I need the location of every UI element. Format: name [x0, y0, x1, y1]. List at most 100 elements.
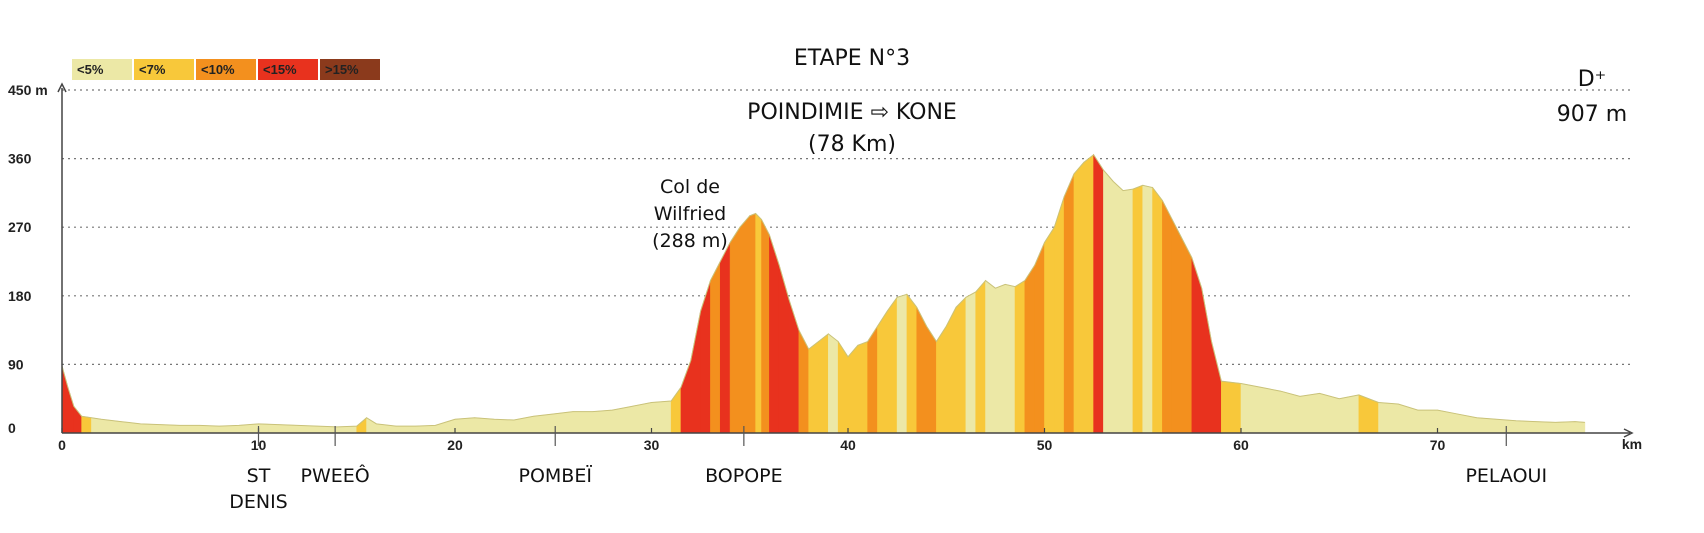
- y-tick-labels: 0 90 180 270 360 450 m: [8, 82, 48, 436]
- profile-segment-60: [906, 293, 918, 434]
- profile-segment-108: [1535, 421, 1556, 434]
- y-tick-label: 360: [8, 151, 32, 167]
- profile-segment-26: [493, 418, 515, 434]
- profile-outline: [61, 154, 1585, 428]
- profile-segment-107: [1515, 420, 1537, 434]
- x-tick-label: 60: [1233, 437, 1249, 453]
- profile-segment-7: [140, 423, 161, 434]
- x-tick-label: 0: [58, 437, 66, 453]
- profile-segment-3: [81, 415, 92, 434]
- profile-segment-72: [1024, 264, 1035, 434]
- profile-segment-70: [1004, 283, 1016, 434]
- y-tick-label: 180: [8, 288, 32, 304]
- chart-subtitle-distance: (78 Km): [808, 132, 896, 157]
- profile-segment-82: [1122, 188, 1134, 434]
- profile-segment-98: [1338, 394, 1360, 434]
- profile-segment-52: [828, 333, 839, 434]
- legend-swatch: [134, 59, 194, 80]
- profile-segment-96: [1299, 393, 1320, 434]
- chart-subtitle-route: POINDIMIE ⇨ KONE: [747, 100, 957, 125]
- legend-swatch: [72, 59, 132, 80]
- legend-label: <7%: [139, 62, 166, 77]
- profile-segment-79: [1093, 153, 1104, 434]
- place-label: POMBEÏ: [518, 464, 592, 487]
- profile-segment-94: [1260, 386, 1281, 434]
- profile-segment-62: [926, 325, 937, 434]
- profile-segment-37: [690, 310, 701, 434]
- profile-segment-1: [67, 387, 75, 434]
- place-label: PELAOUI: [1465, 465, 1547, 487]
- profile-segment-97: [1319, 392, 1340, 434]
- y-tick-label: 90: [8, 356, 24, 372]
- profile-segment-83: [1132, 184, 1144, 434]
- profile-segment-19: [366, 417, 377, 434]
- profile-segment-63: [936, 325, 947, 434]
- profile-segment-27: [513, 415, 534, 434]
- profile-segment-64: [945, 307, 957, 434]
- summit-annotation: Col de Wilfried (288 m): [652, 176, 728, 252]
- profile-segment-55: [857, 341, 868, 434]
- profile-segment-29: [552, 411, 574, 434]
- profile-segment-86: [1162, 200, 1173, 434]
- profile-segment-51: [818, 333, 829, 434]
- profile-segment-84: [1142, 184, 1153, 434]
- profile-segment-99: [1358, 394, 1379, 434]
- profile-segment-36: [680, 360, 692, 434]
- profile-segment-50: [808, 340, 819, 434]
- profile-segment-59: [896, 293, 908, 434]
- profile-segment-25: [474, 417, 495, 434]
- profile-segment-23: [435, 418, 456, 434]
- legend-swatch: [320, 59, 380, 80]
- profile-segment-28: [533, 413, 554, 434]
- profile-segment-8: [159, 424, 181, 434]
- legend: <5% <7% <10% <15% >15%: [72, 59, 380, 80]
- profile-segment-95: [1280, 390, 1301, 434]
- annotation-line: Wilfried: [654, 203, 726, 225]
- x-tick-label: 20: [447, 437, 463, 453]
- place-label: BOPOPE: [705, 465, 783, 487]
- profile-segment-92: [1221, 380, 1242, 434]
- profile-segment-100: [1378, 402, 1399, 434]
- profile-segment-91: [1211, 341, 1222, 434]
- x-axis-label: km: [1622, 436, 1642, 452]
- profile-segment-44: [755, 212, 762, 434]
- profile-segment-47: [778, 265, 790, 434]
- profile-segment-73: [1034, 242, 1045, 434]
- profile-segment-109: [1555, 421, 1576, 434]
- x-tick-label: 30: [644, 437, 660, 453]
- place-label: ST: [247, 465, 271, 487]
- profile-segment-14: [277, 424, 299, 434]
- profile-segment-4: [91, 417, 102, 434]
- elevation-profile: [61, 153, 1586, 434]
- profile-segment-58: [886, 296, 898, 434]
- profile-segment-77: [1073, 161, 1085, 434]
- profile-segment-80: [1103, 169, 1114, 434]
- legend-label: <15%: [263, 62, 297, 77]
- profile-segment-2: [73, 405, 82, 434]
- profile-segment-102: [1417, 409, 1438, 434]
- profile-segment-71: [1014, 280, 1026, 434]
- x-tick-labels: 0 10 20 30 40 50 60 70: [58, 428, 1445, 453]
- profile-segment-65: [955, 296, 967, 434]
- axes: [57, 82, 1634, 438]
- profile-segment-61: [916, 307, 927, 434]
- profile-segment-69: [995, 283, 1006, 434]
- profile-segment-78: [1083, 154, 1094, 434]
- legend-swatch: [258, 59, 318, 80]
- elevation-gain-label: D⁺: [1578, 67, 1607, 92]
- legend-label: <10%: [201, 62, 235, 77]
- profile-segment-41: [729, 226, 741, 434]
- profile-segment-39: [710, 261, 721, 434]
- place-markers: ST DENIS PWEEÔ POMBEÏ BOPOPE PELAOUI: [229, 426, 1547, 513]
- profile-segment-87: [1171, 219, 1183, 434]
- profile-segment-34: [651, 400, 672, 434]
- profile-segment-48: [788, 299, 800, 434]
- profile-segment-30: [572, 411, 593, 434]
- profile-segment-43: [749, 213, 756, 434]
- annotation-line: (288 m): [652, 230, 728, 252]
- profile-segment-9: [179, 425, 200, 434]
- profile-segment-67: [975, 279, 986, 434]
- profile-segment-110: [1574, 421, 1586, 434]
- profile-segment-66: [965, 291, 977, 434]
- profile-segment-81: [1112, 180, 1124, 434]
